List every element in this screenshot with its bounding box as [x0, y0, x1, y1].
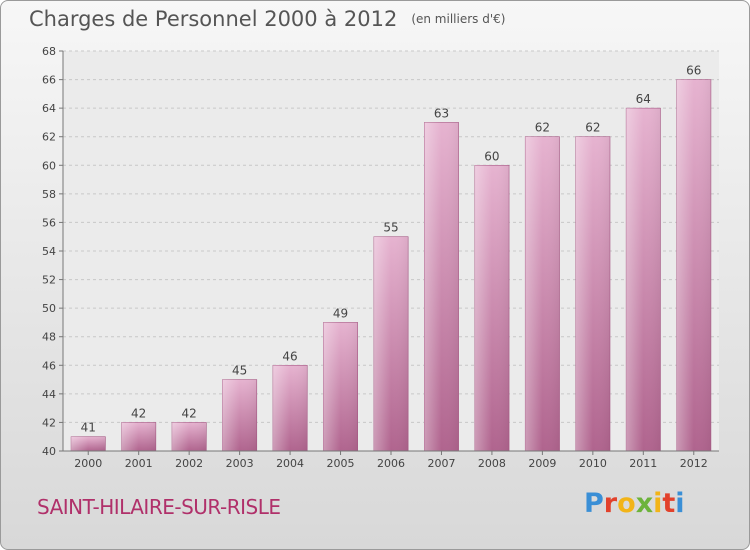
bar-shine — [71, 436, 106, 451]
data-label: 62 — [585, 121, 600, 135]
data-label: 45 — [232, 364, 247, 378]
data-label: 42 — [182, 406, 197, 420]
x-tick-label: 2011 — [629, 457, 657, 470]
y-tick-label: 54 — [42, 245, 56, 258]
y-tick-label: 68 — [42, 45, 56, 58]
bar-shine — [424, 122, 459, 451]
logo-letter: x — [635, 488, 654, 519]
bars: 41 42 42 45 46 49 55 63 60 62 62 64 66 — [70, 64, 712, 452]
x-tick-label: 2008 — [478, 457, 506, 470]
y-tick-label: 46 — [42, 359, 56, 372]
x-tick-label: 2002 — [175, 457, 203, 470]
x-axis: 2000 2001 2002 2003 2004 2005 2006 2007 2008 2009… — [63, 450, 719, 470]
bar-shine — [626, 108, 661, 452]
bar-shine — [676, 79, 711, 452]
data-label: 41 — [81, 421, 96, 435]
chart-title-text: Charges de Personnel 2000 à 2012 — [29, 7, 398, 31]
data-label: 46 — [282, 349, 297, 363]
x-tick-label: 2006 — [377, 457, 405, 470]
data-label: 64 — [636, 92, 651, 106]
chart-unit: (en milliers d'€) — [411, 12, 506, 26]
bar-shine — [373, 236, 409, 451]
y-tick-label: 60 — [42, 159, 56, 172]
bar-shine — [171, 422, 207, 451]
y-tick-label: 50 — [42, 302, 56, 315]
y-tick-label: 44 — [42, 388, 56, 401]
commune-name: SAINT-HILAIRE-SUR-RISLE — [37, 495, 281, 519]
x-tick-label: 2003 — [226, 457, 254, 470]
data-label: 66 — [686, 64, 701, 78]
x-tick-label: 2001 — [125, 457, 153, 470]
y-tick-label: 48 — [42, 331, 56, 344]
logo-letter: t — [662, 488, 676, 519]
y-tick-label: 40 — [42, 445, 56, 458]
data-label: 49 — [333, 306, 348, 320]
data-label: 42 — [131, 406, 146, 420]
x-tick-label: 2000 — [74, 457, 102, 470]
logo-letter: r — [603, 488, 618, 519]
y-tick-label: 52 — [42, 274, 56, 287]
x-tick-label: 2010 — [579, 457, 607, 470]
logo-letter: P — [584, 488, 604, 519]
bar-shine — [474, 165, 510, 452]
bar-shine — [323, 322, 358, 451]
chart-title: Charges de Personnel 2000 à 2012 (en mill… — [29, 7, 505, 31]
y-axis: 40 42 44 46 48 50 52 54 56 58 60 62 64 66 68 — [42, 45, 64, 458]
x-tick-label: 2009 — [528, 457, 556, 470]
data-label: 62 — [535, 121, 550, 135]
logo-letter: i — [653, 488, 663, 519]
bar-shine — [525, 136, 560, 451]
x-tick-label: 2012 — [680, 457, 708, 470]
proxiti-logo: Proxiti — [584, 488, 685, 519]
bar-shine — [222, 379, 257, 451]
bar-shine — [272, 365, 308, 451]
y-tick-label: 42 — [42, 416, 56, 429]
y-tick-label: 56 — [42, 216, 56, 229]
bar-shine — [121, 422, 156, 451]
data-label: 63 — [434, 106, 449, 120]
x-tick-label: 2004 — [276, 457, 304, 470]
x-tick-label: 2005 — [327, 457, 355, 470]
logo-letter: o — [617, 488, 636, 519]
data-label: 55 — [383, 221, 398, 235]
y-tick-label: 66 — [42, 74, 56, 87]
logo-letter: i — [675, 488, 685, 519]
data-label: 60 — [484, 149, 499, 163]
y-tick-label: 62 — [42, 131, 56, 144]
x-tick-label: 2007 — [427, 457, 455, 470]
y-tick-label: 58 — [42, 188, 56, 201]
bar-shine — [575, 136, 611, 451]
y-tick-label: 64 — [42, 102, 56, 115]
